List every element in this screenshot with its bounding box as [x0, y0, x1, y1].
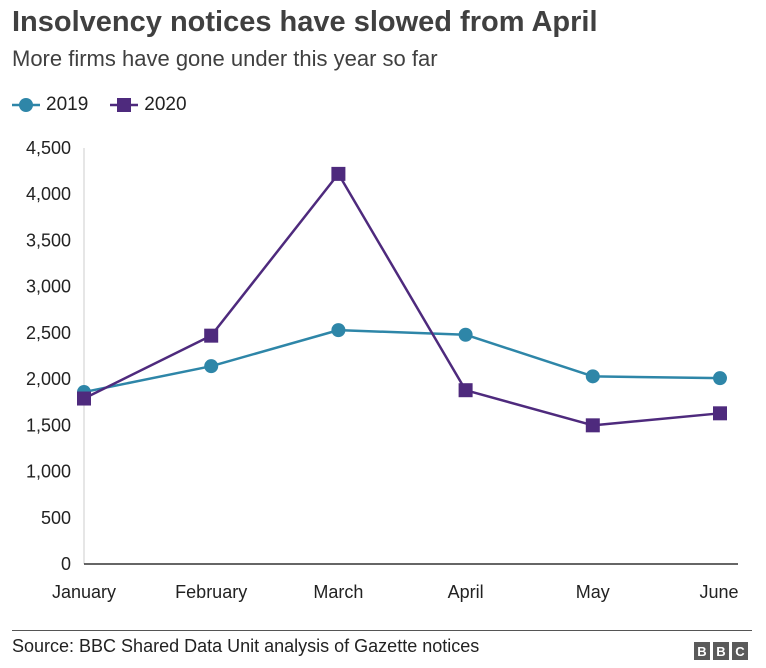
y-tick-label: 4,000	[26, 184, 71, 204]
legend-label-2019: 2019	[46, 94, 89, 115]
bbc-logo-letter: B	[713, 642, 729, 660]
series-line-2020	[83, 172, 721, 427]
y-tick-label: 0	[61, 554, 71, 574]
data-point-2019	[204, 359, 219, 374]
legend-square-marker-icon	[110, 98, 139, 112]
legend: 2019 2020	[12, 92, 209, 118]
data-point-2020	[331, 166, 346, 181]
footer-divider	[12, 630, 752, 631]
data-point-2020	[713, 406, 727, 421]
data-point-2020	[458, 383, 473, 398]
x-tick-label: May	[576, 582, 610, 602]
x-tick-label: June	[699, 582, 738, 602]
y-tick-label: 2,500	[26, 323, 71, 343]
y-tick-label: 4,500	[26, 138, 71, 158]
bbc-logo-letter: C	[732, 642, 748, 660]
x-tick-label: April	[448, 582, 484, 602]
data-point-2020	[585, 418, 600, 433]
series-line-2019	[83, 328, 721, 394]
data-point-2019	[585, 369, 600, 384]
x-tick-label: February	[175, 582, 247, 602]
chart-title: Insolvency notices have slowed from Apri…	[12, 6, 598, 38]
data-point-2019	[458, 327, 473, 342]
y-tick-label: 3,500	[26, 230, 71, 250]
line-chart: 0 500 1,000 1,500 2,000 2,500 3,000 3,500 4,000 4…	[26, 138, 739, 602]
y-tick-label: 1,500	[26, 415, 71, 435]
y-tick-label: 1,000	[26, 462, 71, 482]
bbc-logo-letter: B	[694, 642, 710, 660]
y-tick-label: 2,000	[26, 369, 71, 389]
y-tick-label: 3,000	[26, 277, 71, 297]
bbc-logo: B B C	[691, 642, 748, 660]
legend-item-2019: 2019	[12, 94, 88, 116]
x-tick-label: March	[313, 582, 363, 602]
data-point-2020	[204, 328, 219, 343]
data-point-2020	[77, 391, 91, 406]
legend-item-2020: 2020	[110, 94, 187, 116]
x-tick-label: January	[52, 582, 116, 602]
legend-circle-marker-icon	[12, 98, 40, 112]
y-tick-label: 500	[41, 508, 71, 528]
data-point-2019	[713, 371, 727, 386]
data-point-2019	[331, 323, 346, 338]
legend-label-2020: 2020	[144, 94, 187, 115]
chart-subtitle: More firms have gone under this year so …	[12, 46, 438, 71]
source-note: Source: BBC Shared Data Unit analysis of…	[12, 636, 480, 656]
